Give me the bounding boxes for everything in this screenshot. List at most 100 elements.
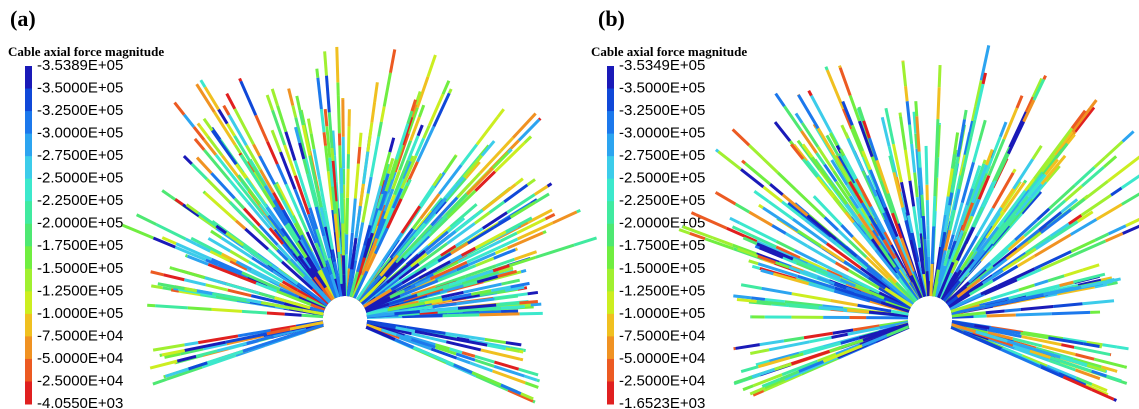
cable-segment (987, 151, 1001, 177)
cable-segment (388, 178, 405, 212)
cable-segment (1086, 340, 1103, 347)
cable-segment (305, 231, 325, 269)
cable-segment (832, 170, 852, 197)
cable-segment (331, 186, 337, 214)
cable-segment (250, 268, 281, 286)
cable-segment (301, 257, 312, 270)
cable-segment (456, 356, 471, 365)
cable-segment (742, 384, 754, 392)
cable-segment (500, 305, 525, 310)
cable-segment (475, 116, 499, 146)
cable-segment (368, 185, 383, 226)
cable-segment (794, 188, 826, 219)
cable-segment (252, 143, 261, 157)
cable-segment (798, 345, 824, 355)
cable-segment (330, 249, 337, 263)
cable-segment (969, 119, 977, 138)
cable-segment (217, 108, 229, 125)
legend-swatch (25, 111, 32, 135)
cable-segment (846, 137, 865, 172)
cable-segment (895, 281, 916, 304)
cable-segment (1007, 212, 1024, 230)
cable-segment (233, 135, 255, 168)
cable-segment (527, 208, 553, 224)
cable-segment (379, 151, 392, 187)
cable-segment (252, 224, 279, 251)
cable-segment (211, 307, 242, 313)
cable-segment (456, 172, 482, 199)
cable-segment (814, 226, 838, 246)
cable-segment (912, 111, 918, 134)
cable-segment (293, 175, 311, 215)
legend-swatch (25, 358, 32, 382)
cable-segment (544, 213, 556, 221)
cable-segment (324, 75, 331, 113)
cable-segment (456, 263, 470, 272)
cable-segment (428, 217, 449, 238)
cable-segment (963, 109, 968, 120)
cable-segment (943, 229, 952, 251)
cable-segment (1024, 235, 1052, 255)
cable-segment (190, 236, 223, 256)
cable-segment (396, 333, 412, 341)
cable-segment (447, 88, 453, 94)
cable-segment (299, 239, 318, 269)
cable-segment (762, 382, 780, 393)
cable-segment (523, 135, 533, 144)
cable-segment (1016, 247, 1037, 263)
cable-segment (236, 274, 257, 285)
cable-segment (994, 153, 1010, 182)
cable-segment (498, 266, 514, 274)
legend-swatch (607, 268, 614, 292)
cable-segment (340, 283, 345, 297)
cable-segment (950, 156, 960, 193)
cable-segment (1017, 173, 1045, 207)
cable-segment (488, 239, 502, 249)
cable-segment (738, 221, 778, 243)
cable-segment (930, 226, 936, 264)
cable-segment (984, 211, 1006, 239)
legend-swatch (25, 268, 32, 292)
cable-segment (300, 205, 318, 244)
cable-segment (868, 310, 909, 318)
cable-segment (327, 257, 337, 280)
cable-segment (442, 313, 480, 318)
cable-segment (867, 276, 886, 290)
cable-segment (951, 258, 975, 289)
cable-segment (400, 205, 422, 234)
cable-segment (757, 254, 776, 264)
cable-segment (213, 111, 237, 146)
cable-segment (383, 188, 395, 212)
cable-segment (973, 83, 985, 121)
cable-segment (234, 163, 248, 180)
cable-segment (469, 361, 494, 373)
cable-segment (983, 278, 1018, 296)
cable-segment (714, 148, 720, 153)
cable-segment (363, 288, 393, 308)
cable-segment (518, 367, 539, 377)
legend-label: -1.2500E+05 (37, 282, 123, 299)
cable-segment (297, 255, 316, 279)
cable-segment (826, 268, 843, 279)
cable-segment (870, 156, 883, 181)
cable-segment (346, 126, 351, 155)
cable-segment (310, 303, 326, 312)
cable-segment (324, 145, 330, 172)
cable-segment (789, 352, 804, 360)
cable-segment (493, 248, 517, 260)
cable-segment (286, 222, 300, 242)
cable-segment (1031, 77, 1044, 98)
legend-swatch (25, 313, 32, 337)
cable-segment (174, 198, 184, 206)
cable-segment (398, 294, 428, 305)
cable-segment (950, 325, 964, 334)
legend-label: -2.7500E+05 (619, 147, 705, 164)
cable-segment (467, 251, 497, 267)
cable-segment (202, 139, 218, 156)
cable-segment (361, 151, 370, 184)
cable-segment (848, 195, 860, 210)
cable-segment (161, 189, 172, 198)
cable-segment (281, 208, 302, 241)
cable-segment (890, 309, 909, 316)
cable-segment (818, 305, 848, 312)
